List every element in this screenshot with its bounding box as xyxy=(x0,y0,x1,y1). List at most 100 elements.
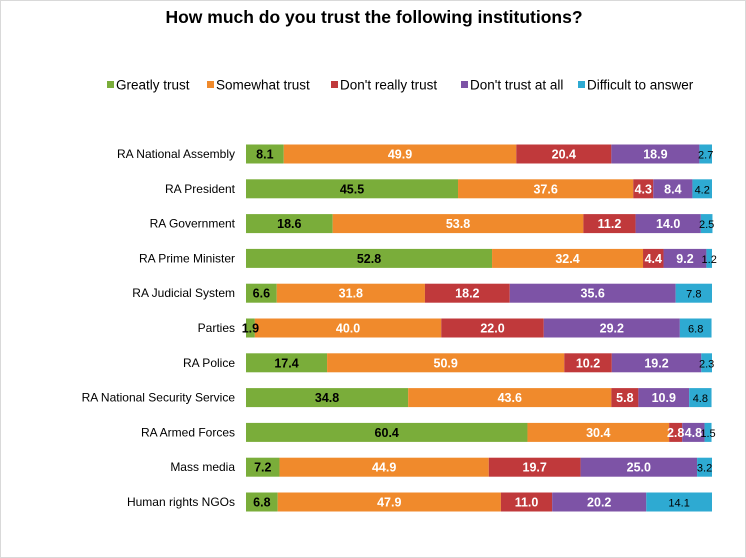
bar-ra-armed-forces-difficult-to-answer xyxy=(704,422,712,442)
data-label-ra-government-greatly-trust: 18.6 xyxy=(277,217,301,231)
data-label-ra-government-difficult-to-answer: 2.5 xyxy=(699,219,714,231)
data-label-ra-president-difficult-to-answer: 4.2 xyxy=(695,184,710,196)
bar-ra-government-don-t-really-trust xyxy=(583,214,636,234)
bar-ra-national-security-service-greatly-trust xyxy=(246,388,409,408)
bar-parties-difficult-to-answer xyxy=(679,318,712,338)
data-label-ra-national-assembly-greatly-trust: 8.1 xyxy=(256,148,273,162)
data-label-parties-greatly-trust: 1.9 xyxy=(242,322,259,336)
data-labels: 8.1 49.9 20.4 18.9 2.7 45.5 37.6 4.3 8.4 4.2 18.6 5… xyxy=(242,148,717,510)
chart-title: How much do you trust the following inst… xyxy=(165,7,583,27)
data-label-ra-national-assembly-difficult-to-answer: 2.7 xyxy=(698,150,713,162)
bar-ra-prime-minister-don-t-really-trust xyxy=(643,248,664,268)
bar-parties-greatly-trust xyxy=(246,318,255,338)
legend-swatch-greatly-trust xyxy=(107,81,114,88)
bar-mass-media-somewhat-trust xyxy=(279,457,489,477)
category-label-mass-media: Mass media xyxy=(170,460,235,474)
legend-swatch-somewhat-trust xyxy=(207,81,214,88)
data-label-ra-prime-minister-greatly-trust: 52.8 xyxy=(357,252,381,266)
bar-ra-national-assembly-difficult-to-answer xyxy=(699,144,712,164)
bar-ra-government-don-t-trust-at-all xyxy=(635,214,701,234)
bar-ra-armed-forces-don-t-really-trust xyxy=(669,422,683,442)
bar-ra-president-somewhat-trust xyxy=(458,179,634,199)
bar-mass-media-don-t-really-trust xyxy=(488,457,581,477)
data-label-parties-difficult-to-answer: 6.8 xyxy=(688,324,703,336)
data-label-ra-armed-forces-don-t-really-trust: 2.8 xyxy=(667,426,684,440)
chart-legend: Greatly trust Somewhat trust Don't really … xyxy=(107,78,694,93)
category-axis: RA National Assembly RA President RA Gover… xyxy=(82,147,236,509)
data-label-ra-armed-forces-difficult-to-answer: 1.5 xyxy=(700,428,715,440)
data-label-ra-national-security-service-somewhat-trust: 43.6 xyxy=(498,391,522,405)
bar-parties-somewhat-trust xyxy=(254,318,442,338)
data-label-ra-national-security-service-greatly-trust: 34.8 xyxy=(315,391,339,405)
data-label-mass-media-greatly-trust: 7.2 xyxy=(254,461,271,475)
data-label-ra-national-security-service-don-t-really-trust: 5.8 xyxy=(616,391,633,405)
data-label-parties-don-t-really-trust: 22.0 xyxy=(480,322,504,336)
data-label-parties-don-t-trust-at-all: 29.2 xyxy=(600,322,624,336)
data-label-parties-somewhat-trust: 40.0 xyxy=(336,322,360,336)
data-label-ra-judicial-system-greatly-trust: 6.6 xyxy=(253,287,270,301)
data-label-ra-prime-minister-difficult-to-answer: 1.2 xyxy=(702,254,717,266)
legend-label-don-t-really-trust: Don't really trust xyxy=(340,78,437,93)
bar-ra-armed-forces-greatly-trust xyxy=(246,422,528,442)
data-label-ra-government-somewhat-trust: 53.8 xyxy=(446,217,470,231)
data-label-ra-national-security-service-difficult-to-answer: 4.8 xyxy=(693,393,708,405)
bar-human-rights-ngos-don-t-really-trust xyxy=(500,492,553,512)
data-label-mass-media-don-t-trust-at-all: 25.0 xyxy=(627,461,651,475)
data-label-ra-judicial-system-difficult-to-answer: 7.8 xyxy=(686,289,701,301)
category-label-ra-police: RA Police xyxy=(183,356,235,370)
bar-ra-national-assembly-don-t-really-trust xyxy=(516,144,612,164)
data-label-ra-president-don-t-trust-at-all: 8.4 xyxy=(664,182,681,196)
data-label-ra-police-somewhat-trust: 50.9 xyxy=(434,356,458,370)
bar-ra-national-assembly-don-t-trust-at-all xyxy=(611,144,700,164)
bar-ra-national-security-service-somewhat-trust xyxy=(408,388,612,408)
bar-parties-don-t-really-trust xyxy=(441,318,544,338)
legend-swatch-don-t-trust-at-all xyxy=(461,81,468,88)
bar-ra-national-security-service-difficult-to-answer xyxy=(689,388,712,408)
data-label-human-rights-ngos-don-t-trust-at-all: 20.2 xyxy=(587,496,611,510)
bar-ra-national-security-service-don-t-trust-at-all xyxy=(638,388,690,408)
data-label-ra-government-don-t-really-trust: 11.2 xyxy=(598,217,622,231)
data-label-ra-national-assembly-somewhat-trust: 49.9 xyxy=(388,148,412,162)
bar-ra-armed-forces-don-t-trust-at-all xyxy=(682,422,705,442)
data-label-human-rights-ngos-greatly-trust: 6.8 xyxy=(253,496,270,510)
bar-area xyxy=(246,144,713,512)
bar-ra-president-don-t-trust-at-all xyxy=(653,179,693,199)
bar-ra-government-greatly-trust xyxy=(246,214,333,234)
bar-ra-police-don-t-trust-at-all xyxy=(611,353,702,373)
bar-ra-prime-minister-don-t-trust-at-all xyxy=(663,248,707,268)
bar-ra-president-difficult-to-answer xyxy=(692,179,712,199)
category-label-ra-president: RA President xyxy=(165,182,236,196)
data-label-ra-judicial-system-somewhat-trust: 31.8 xyxy=(339,287,363,301)
legend-label-somewhat-trust: Somewhat trust xyxy=(216,78,310,93)
data-label-ra-national-assembly-don-t-really-trust: 20.4 xyxy=(552,148,576,162)
legend-label-greatly-trust: Greatly trust xyxy=(116,78,190,93)
data-label-ra-armed-forces-don-t-trust-at-all: 4.8 xyxy=(685,426,702,440)
data-label-mass-media-difficult-to-answer: 3.2 xyxy=(697,463,712,475)
data-label-ra-president-greatly-trust: 45.5 xyxy=(340,182,364,196)
data-label-ra-national-assembly-don-t-trust-at-all: 18.9 xyxy=(643,148,667,162)
data-label-ra-police-don-t-trust-at-all: 19.2 xyxy=(644,356,668,370)
data-label-ra-police-don-t-really-trust: 10.2 xyxy=(576,356,600,370)
bar-ra-national-assembly-somewhat-trust xyxy=(283,144,517,164)
data-label-human-rights-ngos-don-t-really-trust: 11.0 xyxy=(515,496,539,510)
bar-ra-government-difficult-to-answer xyxy=(700,214,713,234)
category-label-ra-national-assembly: RA National Assembly xyxy=(117,147,235,161)
legend-swatch-difficult-to-answer xyxy=(578,81,585,88)
bar-ra-judicial-system-difficult-to-answer xyxy=(675,283,712,303)
bar-mass-media-don-t-trust-at-all xyxy=(580,457,698,477)
legend-label-don-t-trust-at-all: Don't trust at all xyxy=(470,78,563,93)
category-label-ra-national-security-service: RA National Security Service xyxy=(82,391,236,405)
bar-human-rights-ngos-difficult-to-answer xyxy=(646,492,712,512)
bar-mass-media-difficult-to-answer xyxy=(697,457,712,477)
bar-ra-prime-minister-greatly-trust xyxy=(246,248,493,268)
data-label-human-rights-ngos-somewhat-trust: 47.9 xyxy=(377,496,401,510)
bar-ra-police-difficult-to-answer xyxy=(701,353,712,373)
data-label-ra-prime-minister-somewhat-trust: 32.4 xyxy=(555,252,579,266)
bar-ra-police-greatly-trust xyxy=(246,353,328,373)
bar-human-rights-ngos-somewhat-trust xyxy=(277,492,501,512)
category-label-ra-prime-minister: RA Prime Minister xyxy=(139,251,235,265)
data-label-human-rights-ngos-difficult-to-answer: 14.1 xyxy=(668,498,689,510)
bar-ra-police-somewhat-trust xyxy=(327,353,565,373)
data-label-ra-president-don-t-really-trust: 4.3 xyxy=(635,182,652,196)
